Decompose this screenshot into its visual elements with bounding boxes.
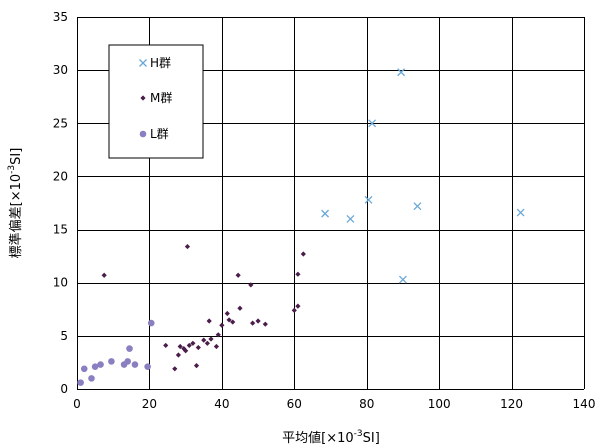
data-point	[237, 305, 243, 311]
data-point	[101, 272, 107, 278]
data-point	[195, 344, 201, 351]
data-point	[184, 243, 191, 250]
data-point	[295, 271, 301, 277]
legend-label: M群	[150, 91, 172, 105]
legend: H群 M群 L群	[108, 44, 204, 159]
data-point	[516, 208, 525, 217]
legend-label: L群	[150, 127, 169, 141]
data-point	[346, 214, 355, 223]
y-axis-label-suffix: SI]	[9, 148, 24, 165]
data-point	[186, 342, 192, 349]
data-point	[144, 363, 151, 370]
data-point	[368, 119, 377, 128]
y-tick-labels: 0 5 10 15 20 25 30 35	[53, 10, 68, 396]
data-point	[219, 322, 225, 328]
x-tick-label: 60	[287, 397, 302, 411]
y-tick-label: 30	[53, 63, 68, 77]
data-point	[398, 275, 407, 284]
data-point	[248, 282, 254, 288]
x-tick-label: 80	[359, 397, 374, 411]
data-points	[77, 68, 525, 386]
y-axis-label-prefix: 標準偏差[×10	[8, 174, 24, 259]
data-point	[224, 310, 230, 317]
x-tick-label: 100	[428, 397, 451, 411]
data-point	[181, 346, 187, 352]
data-point	[80, 365, 88, 373]
x-axis-label-prefix: 平均値[×10	[282, 430, 354, 446]
data-point	[193, 363, 200, 369]
x-tick-label: 40	[214, 397, 229, 411]
data-point	[163, 342, 169, 349]
x-axis-label-exponent: -3	[354, 429, 363, 439]
data-point	[215, 332, 221, 338]
data-point	[190, 340, 196, 346]
x-tick-label: 120	[500, 397, 523, 411]
x-tick-label: 140	[573, 397, 596, 411]
y-tick-label: 15	[53, 223, 68, 237]
data-point	[295, 303, 301, 309]
data-point	[91, 363, 99, 370]
y-axis-label: 標準偏差[×10-3SI]	[7, 148, 24, 259]
data-point	[364, 195, 373, 204]
data-point	[201, 337, 207, 343]
data-point	[131, 361, 139, 368]
y-tick-label: 10	[53, 276, 68, 290]
data-point	[255, 318, 261, 324]
data-point	[126, 345, 133, 352]
data-point	[177, 343, 183, 350]
data-point	[183, 348, 189, 354]
legend-box	[108, 44, 204, 159]
data-point	[77, 379, 84, 386]
data-point	[97, 361, 104, 368]
data-point	[413, 202, 422, 211]
data-point	[208, 336, 214, 342]
data-point	[235, 272, 241, 278]
x-tick-label: 0	[73, 397, 81, 411]
data-point	[172, 366, 178, 372]
data-point	[88, 375, 95, 382]
data-point	[175, 352, 181, 358]
data-point	[108, 358, 115, 365]
data-point	[321, 209, 330, 218]
legend-marker	[139, 130, 147, 138]
data-point	[213, 343, 220, 350]
data-point	[250, 320, 256, 326]
data-point	[147, 319, 155, 327]
data-point	[226, 317, 232, 323]
data-point	[204, 340, 210, 346]
data-point	[397, 68, 406, 77]
data-point	[206, 318, 212, 324]
y-tick-label: 20	[53, 169, 68, 183]
data-point	[230, 319, 236, 325]
data-point	[262, 321, 268, 327]
data-point	[300, 251, 306, 257]
legend-marker	[139, 59, 147, 67]
legend-label: H群	[150, 56, 171, 70]
y-axis-label-exponent: -3	[7, 165, 17, 174]
x-tick-label: 20	[142, 397, 157, 411]
x-axis-label-suffix: SI]	[363, 431, 380, 446]
x-axis-label: 平均値[×10-3SI]	[282, 429, 380, 446]
legend-marker	[140, 95, 146, 101]
y-tick-label: 5	[60, 329, 68, 343]
data-point	[291, 307, 297, 313]
data-point	[124, 358, 131, 365]
y-tick-label: 0	[60, 382, 68, 396]
y-tick-label: 25	[53, 116, 68, 130]
x-tick-labels: 0 20 40 60 80 100 120 140	[73, 397, 595, 411]
y-tick-label: 35	[53, 10, 68, 24]
